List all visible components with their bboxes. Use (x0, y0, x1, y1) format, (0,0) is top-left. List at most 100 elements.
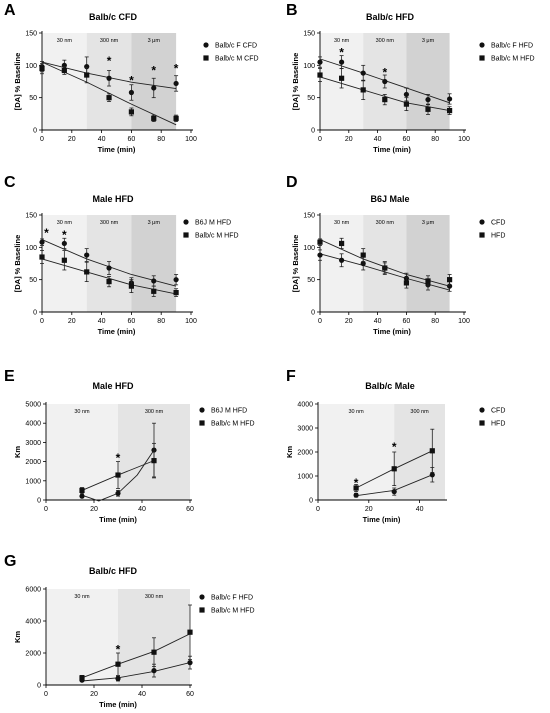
legend-marker (183, 232, 189, 238)
data-point (79, 493, 85, 499)
legend-marker (203, 55, 209, 61)
zone-label: 30 nm (57, 220, 73, 226)
x-tick-label: 20 (68, 318, 76, 325)
x-axis-label: Time (min) (99, 700, 137, 709)
data-point (84, 252, 90, 258)
panel-letter: D (286, 174, 298, 191)
data-point (360, 260, 366, 267)
panel-a: A Balb/c CFD 30 nm 300 nm 3 μm 0 20 40 60 80 100 0 5… (4, 2, 259, 154)
zone-band (46, 404, 118, 500)
legend-label: B6J M HFD (211, 408, 247, 415)
x-tick-label: 20 (345, 136, 353, 143)
y-tick-label: 50 (307, 277, 315, 284)
data-point (447, 108, 453, 114)
significance-star: * (339, 45, 344, 59)
x-tick-label: 40 (98, 136, 106, 143)
data-point (115, 676, 121, 682)
data-point (425, 278, 431, 284)
legend-label: HFD (491, 233, 505, 240)
fit-curve (81, 633, 191, 679)
data-point (173, 115, 179, 121)
legend-label: Balb/c F HFD (491, 43, 533, 50)
zone-label: 3 μm (148, 38, 161, 44)
x-tick-label: 20 (345, 318, 353, 325)
data-point (151, 115, 157, 121)
zone-label: 30 nm (334, 38, 350, 44)
data-point (360, 70, 366, 76)
zone-label: 30 nm (74, 409, 90, 415)
x-tick-label: 0 (318, 318, 322, 325)
y-axis-label: Km (13, 631, 22, 643)
data-point (403, 280, 409, 286)
panel-letter: E (4, 368, 15, 385)
data-point (391, 489, 397, 495)
x-axis-label: Time (min) (98, 327, 136, 336)
y-tick-label: 0 (311, 128, 315, 135)
panel-e: E Male HFD 30 nm 300 nm 0 20 40 60 0 1000 2000 3000… (4, 368, 255, 524)
x-axis-label: Time (min) (99, 515, 137, 524)
zone-label: 300 nm (376, 220, 395, 226)
data-point (353, 492, 359, 498)
x-tick-label: 100 (185, 136, 197, 143)
y-tick-label: 4000 (297, 402, 313, 409)
data-point (151, 278, 157, 284)
significance-star: * (151, 64, 156, 78)
y-tick-label: 1000 (25, 478, 41, 485)
significance-star: * (382, 66, 387, 80)
y-tick-label: 4000 (25, 421, 41, 428)
data-point (187, 660, 193, 666)
x-axis-label: Time (min) (373, 145, 411, 154)
y-tick-label: 1000 (297, 474, 313, 481)
data-point (382, 265, 388, 271)
panel-b: B Balb/c HFD 30 nm 300 nm 3 μm 0 20 40 60 80 100 0 5… (286, 2, 535, 154)
data-point (447, 277, 453, 283)
legend-label: HFD (491, 421, 505, 428)
zone-label: 300 nm (100, 38, 119, 44)
legend-marker (199, 420, 205, 426)
data-point (403, 91, 409, 98)
legend-label: CFD (491, 220, 505, 227)
x-tick-label: 0 (44, 691, 48, 698)
x-tick-label: 40 (138, 691, 146, 698)
data-point (128, 283, 134, 289)
x-tick-label: 60 (128, 136, 136, 143)
data-point (61, 257, 67, 263)
data-point (353, 485, 359, 491)
x-tick-label: 0 (318, 136, 322, 143)
y-tick-label: 3000 (297, 426, 313, 433)
zone-label: 30 nm (334, 220, 350, 226)
significance-star: * (44, 226, 49, 240)
legend-marker (479, 420, 485, 426)
legend-marker (479, 219, 485, 225)
zone-band (131, 215, 177, 312)
panel-title: Balb/c CFD (89, 12, 138, 22)
data-point (151, 649, 157, 655)
significance-star: * (116, 451, 121, 465)
y-axis-label: [DA] % Baseline (13, 53, 22, 111)
panel-title: Balb/c HFD (366, 12, 415, 22)
data-point (360, 87, 366, 93)
x-tick-label: 40 (374, 318, 382, 325)
data-point (115, 490, 121, 496)
x-tick-label: 100 (185, 318, 197, 325)
y-tick-label: 100 (25, 63, 37, 70)
legend-label: Balb/c F CFD (215, 43, 257, 50)
data-point (84, 72, 90, 78)
y-tick-label: 3000 (25, 440, 41, 447)
zone-label: 3 μm (422, 38, 435, 44)
data-point (382, 97, 388, 103)
x-tick-label: 80 (431, 136, 439, 143)
y-tick-label: 2000 (25, 651, 41, 658)
series-2: Balb/c M HFD (39, 232, 239, 297)
y-tick-label: 100 (303, 245, 315, 252)
data-point (317, 72, 323, 78)
data-point (84, 64, 90, 70)
data-point (317, 252, 323, 258)
significance-star: * (107, 54, 112, 68)
x-tick-label: 20 (365, 506, 373, 513)
legend-marker (199, 594, 205, 600)
data-point (173, 277, 179, 283)
data-point (339, 240, 345, 247)
x-tick-label: 60 (186, 506, 194, 513)
